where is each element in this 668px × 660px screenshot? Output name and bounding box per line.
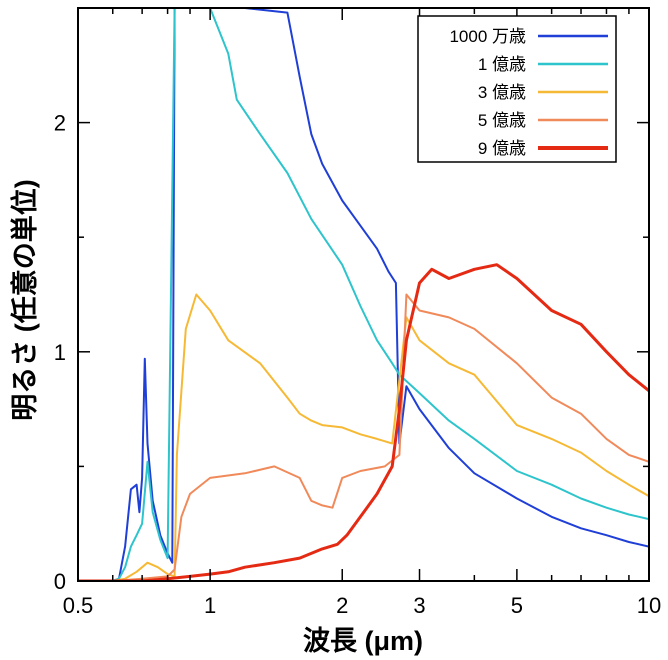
x-tick-label: 1 <box>204 593 216 618</box>
series-line-3 <box>78 293 649 581</box>
legend-label: 1000 万歳 <box>449 27 526 46</box>
x-tick-label: 0.5 <box>63 593 94 618</box>
series-line-4 <box>78 293 649 581</box>
legend-label: 1 億歳 <box>478 55 526 74</box>
legend: 1000 万歳 1 億歳 3 億歳 5 億歳 9 億歳 <box>417 15 617 163</box>
y-axis-ticks: 0 1 2 <box>54 111 649 594</box>
x-axis-title: 波長 (μm) <box>303 626 423 656</box>
series-line-2 <box>78 8 649 581</box>
plot-frame <box>77 7 650 582</box>
x-tick-label: 10 <box>637 593 661 618</box>
x-tick-label: 5 <box>511 593 523 618</box>
y-tick-label: 1 <box>54 340 66 365</box>
x-tick-label: 2 <box>336 593 348 618</box>
x-tick-label: 3 <box>413 593 425 618</box>
x-axis-ticks: 0.5 1 2 3 5 10 <box>63 8 661 618</box>
y-tick-label: 0 <box>54 569 66 594</box>
y-tick-label: 2 <box>54 111 66 136</box>
series-line-5 <box>78 263 649 581</box>
legend-label: 5 億歳 <box>478 111 526 130</box>
legend-label: 9 億歳 <box>478 139 526 158</box>
y-axis-title: 明るさ (任意の単位) <box>9 179 40 420</box>
legend-box <box>417 15 617 163</box>
series-line-1 <box>78 8 649 581</box>
legend-label: 3 億歳 <box>478 83 526 102</box>
series-layer <box>78 8 649 581</box>
